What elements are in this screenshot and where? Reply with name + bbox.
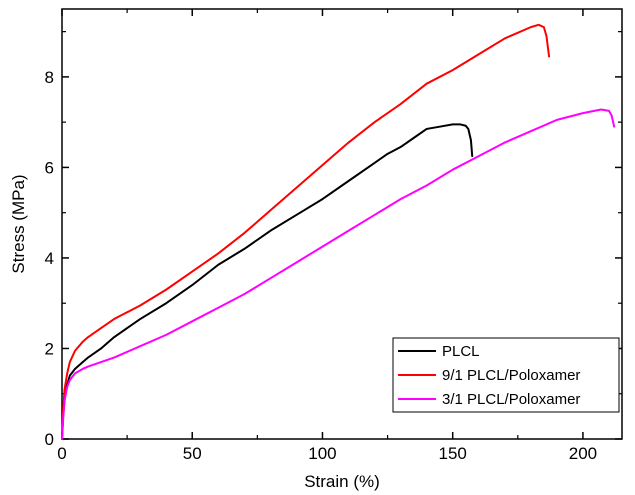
legend-label-3-1: 3/1 PLCL/Poloxamer [442, 391, 580, 408]
x-tick-label: 50 [183, 444, 202, 463]
x-tick-label: 100 [308, 444, 336, 463]
y-axis-title: Stress (MPa) [9, 174, 28, 273]
plot-frame [61, 8, 623, 440]
y-tick-label: 4 [45, 249, 54, 268]
legend: PLCL 9/1 PLCL/Poloxamer 3/1 PLCL/Poloxam… [392, 337, 620, 413]
legend-label-9-1: 9/1 PLCL/Poloxamer [442, 367, 580, 384]
x-tick-label: 200 [569, 444, 597, 463]
x-tick-label: 0 [57, 444, 66, 463]
series-line-9-1-plcl-poloxamer [61, 23, 551, 440]
series-line-3-1-plcl-poloxamer [61, 108, 616, 440]
y-tick-label: 8 [45, 68, 54, 87]
x-axis-title: Strain (%) [304, 472, 380, 491]
x-axis-ticks: 0 50 100 150 200 [57, 9, 597, 463]
legend-label-plcl: PLCL [442, 343, 480, 360]
series-line-plcl [61, 123, 474, 440]
y-tick-label: 6 [45, 158, 54, 177]
y-tick-label: 0 [45, 430, 54, 449]
x-tick-label: 150 [439, 444, 467, 463]
series-lines [61, 23, 616, 440]
y-tick-label: 2 [45, 339, 54, 358]
